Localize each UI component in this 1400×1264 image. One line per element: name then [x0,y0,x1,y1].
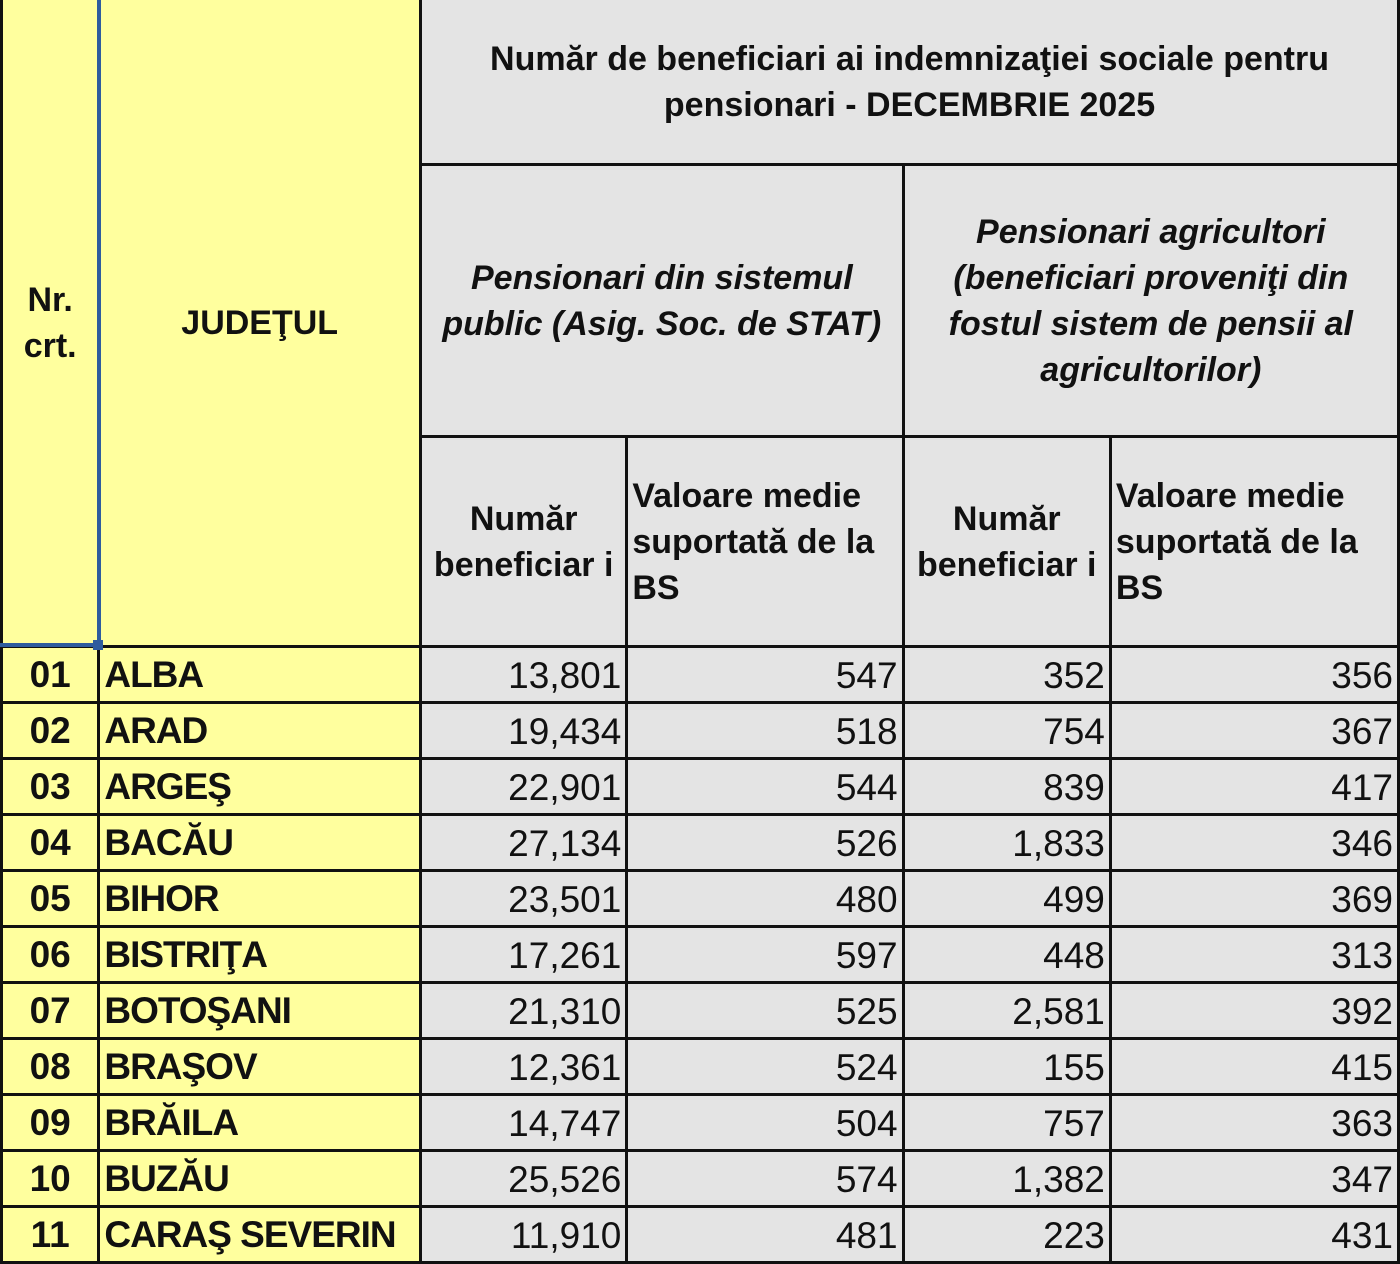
selection-border [0,643,98,647]
cell-nr[interactable]: 06 [0,925,101,984]
cell-agricultori-valoare[interactable]: 431 [1108,1205,1400,1264]
table-row: 01 ALBA 13,801 547 352 356 [0,645,1400,704]
cell-agricultori-numar[interactable]: 223 [901,1205,1112,1264]
cell-public-numar[interactable]: 14,747 [419,1093,629,1152]
header-group-agricultori[interactable]: Pensionari agricultori (beneficiari prov… [901,163,1400,438]
cell-nr[interactable]: 07 [0,981,101,1040]
cell-judet[interactable]: BRAŞOV [97,1037,423,1096]
cell-agricultori-numar[interactable]: 499 [901,869,1112,928]
table-row: 08 BRAŞOV 12,361 524 155 415 [0,1037,1400,1096]
cell-judet[interactable]: ARAD [97,701,423,760]
cell-agricultori-numar[interactable]: 352 [901,645,1112,704]
cell-judet[interactable]: CARAŞ SEVERIN [97,1205,423,1264]
cell-agricultori-numar[interactable]: 839 [901,757,1112,816]
header-pub-valoare[interactable]: Valoare medie suportată de la BS [625,435,905,648]
cell-nr[interactable]: 05 [0,869,101,928]
cell-judet[interactable]: ARGEŞ [97,757,423,816]
cell-judet[interactable]: BISTRIŢA [97,925,423,984]
cell-public-valoare[interactable]: 597 [625,925,905,984]
cell-nr[interactable]: 10 [0,1149,101,1208]
header-title[interactable]: Număr de beneficiari ai indemnizaţiei so… [419,0,1400,166]
cell-nr[interactable]: 08 [0,1037,101,1096]
cell-agricultori-valoare[interactable]: 417 [1108,757,1400,816]
cell-nr[interactable]: 09 [0,1093,101,1152]
cell-public-valoare[interactable]: 525 [625,981,905,1040]
cell-nr[interactable]: 01 [0,645,101,704]
cell-judet[interactable]: ALBA [97,645,423,704]
selection-border [97,0,101,645]
cell-public-numar[interactable]: 22,901 [419,757,629,816]
cell-agricultori-valoare[interactable]: 313 [1108,925,1400,984]
table-row: 11 CARAŞ SEVERIN 11,910 481 223 431 [0,1205,1400,1264]
cell-public-numar[interactable]: 19,434 [419,701,629,760]
cell-agricultori-numar[interactable]: 2,581 [901,981,1112,1040]
cell-public-numar[interactable]: 27,134 [419,813,629,872]
header-nr[interactable]: Nr. crt. [0,0,101,648]
cell-public-valoare[interactable]: 481 [625,1205,905,1264]
cell-public-valoare[interactable]: 547 [625,645,905,704]
cell-public-numar[interactable]: 21,310 [419,981,629,1040]
table-row: 06 BISTRIŢA 17,261 597 448 313 [0,925,1400,984]
header-group-public[interactable]: Pensionari din sistemul public (Asig. So… [419,163,905,438]
cell-agricultori-valoare[interactable]: 347 [1108,1149,1400,1208]
cell-public-numar[interactable]: 23,501 [419,869,629,928]
cell-agricultori-valoare[interactable]: 367 [1108,701,1400,760]
header-agr-valoare[interactable]: Valoare medie suportată de la BS [1108,435,1400,648]
cell-agricultori-valoare[interactable]: 369 [1108,869,1400,928]
table-row: 04 BACĂU 27,134 526 1,833 346 [0,813,1400,872]
cell-public-numar[interactable]: 12,361 [419,1037,629,1096]
cell-public-valoare[interactable]: 574 [625,1149,905,1208]
cell-agricultori-numar[interactable]: 1,382 [901,1149,1112,1208]
cell-public-valoare[interactable]: 524 [625,1037,905,1096]
cell-nr[interactable]: 02 [0,701,101,760]
cell-public-valoare[interactable]: 526 [625,813,905,872]
header-judet[interactable]: JUDEŢUL [97,0,423,648]
cell-judet[interactable]: BUZĂU [97,1149,423,1208]
cell-judet[interactable]: BACĂU [97,813,423,872]
header-agr-numar[interactable]: Număr beneficiar i [901,435,1112,648]
table-row: 07 BOTOŞANI 21,310 525 2,581 392 [0,981,1400,1040]
cell-public-valoare[interactable]: 544 [625,757,905,816]
table-row: 10 BUZĂU 25,526 574 1,382 347 [0,1149,1400,1208]
cell-nr[interactable]: 11 [0,1205,101,1264]
cell-public-numar[interactable]: 13,801 [419,645,629,704]
cell-agricultori-valoare[interactable]: 392 [1108,981,1400,1040]
table-row: 03 ARGEŞ 22,901 544 839 417 [0,757,1400,816]
cell-public-numar[interactable]: 11,910 [419,1205,629,1264]
cell-public-valoare[interactable]: 480 [625,869,905,928]
cell-agricultori-numar[interactable]: 754 [901,701,1112,760]
cell-judet[interactable]: BIHOR [97,869,423,928]
cell-judet[interactable]: BOTOŞANI [97,981,423,1040]
cell-nr[interactable]: 04 [0,813,101,872]
cell-agricultori-numar[interactable]: 757 [901,1093,1112,1152]
table-row: 09 BRĂILA 14,747 504 757 363 [0,1093,1400,1152]
fill-handle[interactable] [93,640,103,650]
cell-public-numar[interactable]: 17,261 [419,925,629,984]
cell-agricultori-numar[interactable]: 448 [901,925,1112,984]
table-row: 05 BIHOR 23,501 480 499 369 [0,869,1400,928]
cell-agricultori-numar[interactable]: 1,833 [901,813,1112,872]
header-pub-numar[interactable]: Număr beneficiar i [419,435,629,648]
cell-agricultori-valoare[interactable]: 415 [1108,1037,1400,1096]
table-row: 02 ARAD 19,434 518 754 367 [0,701,1400,760]
cell-nr[interactable]: 03 [0,757,101,816]
cell-public-valoare[interactable]: 504 [625,1093,905,1152]
cell-agricultori-valoare[interactable]: 356 [1108,645,1400,704]
cell-agricultori-valoare[interactable]: 346 [1108,813,1400,872]
cell-public-numar[interactable]: 25,526 [419,1149,629,1208]
cell-judet[interactable]: BRĂILA [97,1093,423,1152]
cell-agricultori-valoare[interactable]: 363 [1108,1093,1400,1152]
cell-agricultori-numar[interactable]: 155 [901,1037,1112,1096]
cell-public-valoare[interactable]: 518 [625,701,905,760]
